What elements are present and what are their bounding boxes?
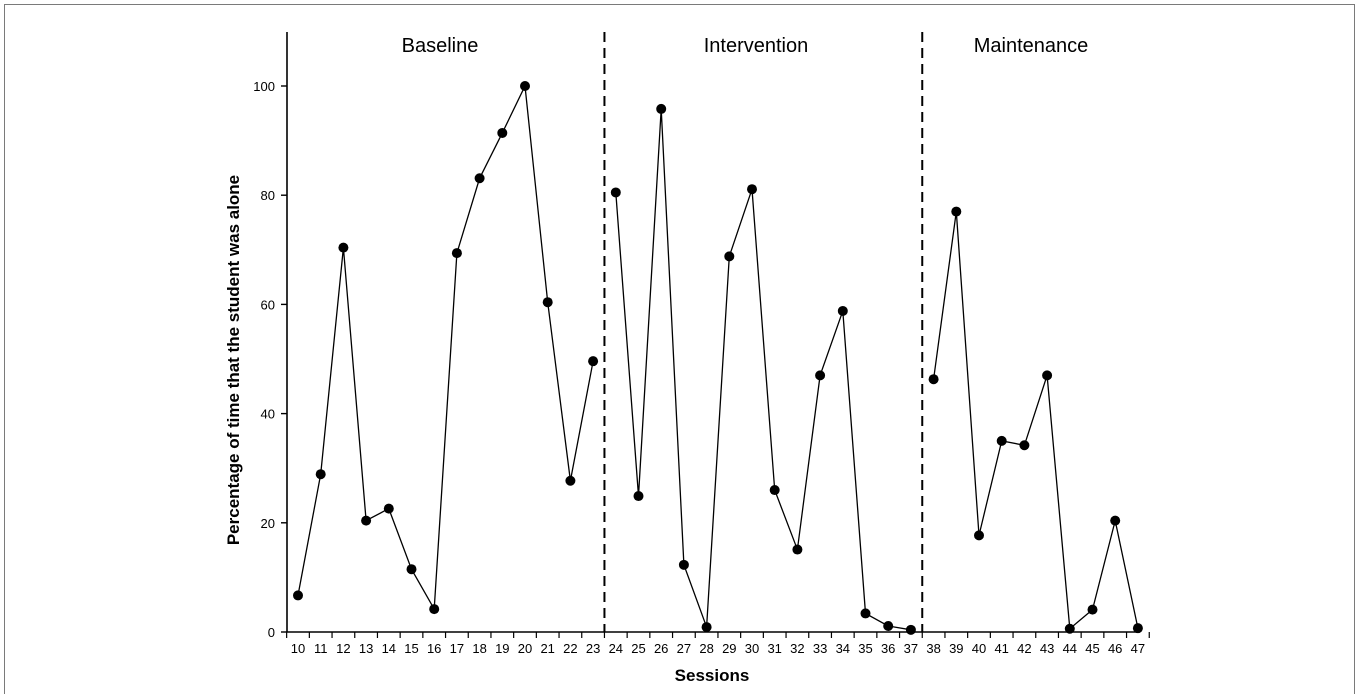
data-point-intervention — [905, 624, 916, 635]
x-tick-label: 26 — [654, 641, 668, 656]
y-axis-title: Percentage of time that the student was … — [224, 175, 243, 545]
data-point-maintenance — [1110, 515, 1121, 526]
data-point-baseline — [542, 297, 553, 308]
x-tick-label: 47 — [1131, 641, 1145, 656]
tick-labels: 0 20 40 60 80 100 10 11 12 13 14 15 16 17 18 19 20 21 22 23… — [253, 79, 1145, 656]
data-point-intervention — [769, 485, 780, 496]
x-tick-label: 45 — [1085, 641, 1099, 656]
x-tick-label: 25 — [631, 641, 645, 656]
phase-change-lines — [603, 32, 924, 632]
data-point-baseline — [383, 503, 394, 514]
data-point-intervention — [837, 305, 848, 316]
x-tick-label: 10 — [291, 641, 305, 656]
x-tick-label: 15 — [404, 641, 418, 656]
y-tick-label: 100 — [253, 79, 275, 94]
data-point-intervention — [724, 251, 735, 262]
phase-label-baseline: Baseline — [402, 35, 479, 57]
data-point-intervention — [815, 370, 826, 381]
data-point-maintenance — [1132, 623, 1143, 634]
data-point-baseline — [338, 242, 349, 253]
data-point-baseline — [451, 248, 462, 259]
x-tick-label: 34 — [836, 641, 850, 656]
chart-frame — [4, 4, 1355, 694]
x-tick-label: 33 — [813, 641, 827, 656]
x-tick-label: 32 — [790, 641, 804, 656]
x-tick-label: 13 — [359, 641, 373, 656]
data-point-intervention — [860, 608, 871, 619]
series-line-intervention — [615, 108, 912, 631]
x-tick-label: 40 — [972, 641, 986, 656]
x-tick-label: 43 — [1040, 641, 1054, 656]
data-point-baseline — [293, 590, 303, 601]
data-point-maintenance — [1042, 370, 1053, 381]
data-point-baseline — [497, 127, 508, 138]
data-point-intervention — [610, 187, 621, 198]
x-tick-label: 44 — [1063, 641, 1077, 656]
x-tick-label: 22 — [563, 641, 577, 656]
data-point-intervention — [633, 491, 644, 502]
data-point-baseline — [406, 564, 417, 575]
x-tick-label: 30 — [745, 641, 759, 656]
axes — [281, 32, 1150, 638]
x-tick-label: 39 — [949, 641, 963, 656]
data-point-baseline — [474, 173, 485, 184]
x-tick-label: 21 — [540, 641, 554, 656]
x-tick-label: 28 — [699, 641, 713, 656]
y-tick-label: 20 — [261, 516, 275, 531]
x-tick-label: 16 — [427, 641, 441, 656]
x-tick-label: 31 — [767, 641, 781, 656]
data-point-maintenance — [1064, 623, 1075, 634]
y-tick-label: 0 — [268, 625, 275, 640]
data-point-baseline — [315, 469, 326, 480]
x-tick-label: 11 — [314, 641, 328, 656]
data-point-intervention — [747, 184, 757, 195]
x-tick-label: 42 — [1017, 641, 1031, 656]
data-point-maintenance — [996, 435, 1007, 446]
data-series — [293, 81, 1143, 635]
x-tick-label: 46 — [1108, 641, 1122, 656]
x-tick-label: 36 — [881, 641, 895, 656]
x-tick-label: 18 — [472, 641, 486, 656]
data-point-maintenance — [928, 374, 939, 385]
y-tick-label: 80 — [261, 188, 275, 203]
x-tick-label: 17 — [450, 641, 464, 656]
x-tick-label: 41 — [994, 641, 1008, 656]
x-tick-label: 14 — [382, 641, 396, 656]
phase-label-maintenance: Maintenance — [974, 35, 1089, 57]
data-point-intervention — [883, 620, 894, 631]
data-point-intervention — [656, 103, 667, 114]
data-point-intervention — [701, 622, 712, 633]
x-axis-title: Sessions — [675, 666, 750, 685]
series-line-baseline — [297, 83, 594, 612]
data-point-maintenance — [974, 530, 984, 541]
series-line-maintenance — [932, 211, 1139, 631]
x-tick-label: 27 — [677, 641, 691, 656]
y-tick-label: 60 — [261, 297, 275, 312]
data-point-baseline — [429, 604, 440, 615]
data-point-maintenance — [1087, 604, 1098, 615]
data-point-baseline — [565, 475, 576, 486]
data-point-maintenance — [1019, 440, 1030, 451]
data-point-baseline — [588, 356, 599, 367]
y-tick-label: 40 — [261, 407, 275, 422]
x-tick-label: 38 — [926, 641, 940, 656]
x-tick-label: 19 — [495, 641, 509, 656]
x-tick-label: 29 — [722, 641, 736, 656]
data-point-baseline — [361, 515, 372, 526]
x-tick-label: 37 — [904, 641, 918, 656]
x-tick-label: 12 — [336, 641, 350, 656]
data-point-baseline — [520, 81, 530, 91]
x-tick-label: 23 — [586, 641, 600, 656]
x-tick-label: 20 — [518, 641, 532, 656]
x-tick-label: 35 — [858, 641, 872, 656]
x-tick-label: 24 — [609, 641, 623, 656]
phase-label-intervention: Intervention — [704, 35, 809, 57]
data-point-intervention — [678, 559, 689, 570]
data-point-intervention — [792, 544, 803, 555]
data-point-maintenance — [951, 206, 962, 217]
